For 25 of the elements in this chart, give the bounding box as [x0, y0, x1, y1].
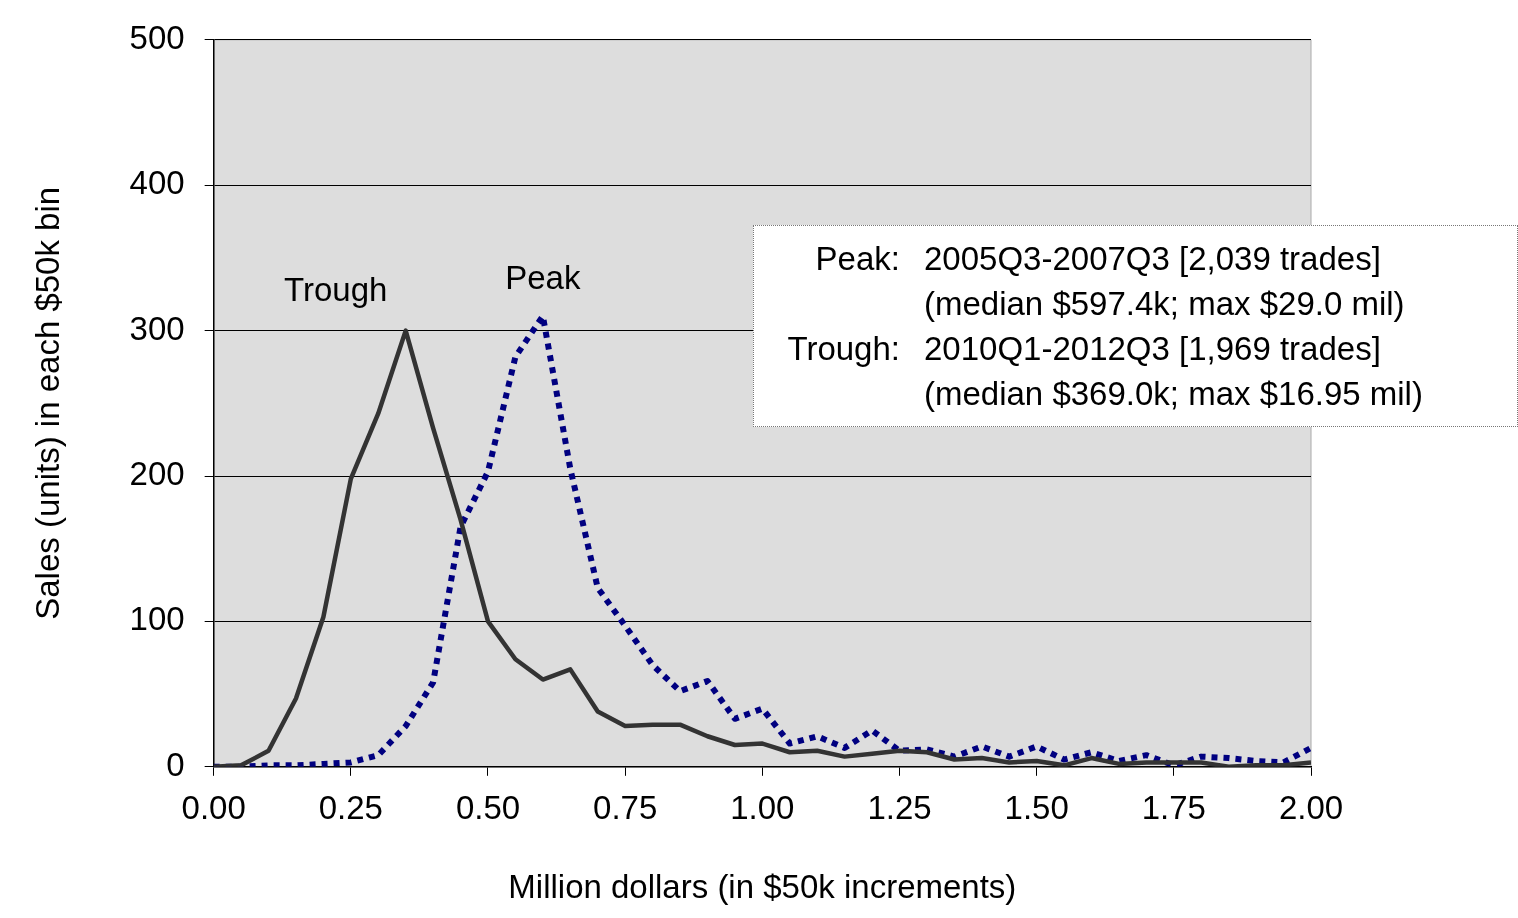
x-tick-label: 1.25 — [867, 788, 932, 826]
y-tick-label: 200 — [129, 455, 185, 493]
x-tick-label: 0.25 — [318, 788, 383, 826]
annotation: (median $369.0k; max $16.95 mil) — [924, 374, 1424, 414]
y-tick-label: 100 — [129, 600, 185, 638]
x-tick-label: 0.50 — [455, 788, 521, 826]
annotation: Trough: — [786, 329, 901, 369]
y-axis-title: Sales (units) in each $50k bin — [28, 186, 66, 620]
x-tick-label: 1.00 — [730, 788, 795, 826]
annotation: 2005Q3-2007Q3 [2,039 trades] — [924, 239, 1382, 279]
x-tick-label: 0.75 — [593, 788, 658, 826]
x-axis-title: Million dollars (in $50k increments) — [508, 868, 1017, 906]
annotation: Peak: — [814, 239, 901, 279]
series-label: Trough — [284, 271, 388, 309]
x-tick-label: 1.50 — [1004, 788, 1069, 826]
x-tick-label: 1.75 — [1141, 788, 1206, 826]
y-tick-label: 300 — [129, 309, 185, 347]
annotation: (median $597.4k; max $29.0 mil) — [924, 284, 1406, 324]
annotation: 2010Q1-2012Q3 [1,969 trades] — [924, 329, 1382, 369]
x-tick-label: 2.00 — [1278, 788, 1344, 826]
series-label: Peak — [505, 258, 581, 296]
y-tick-label: 500 — [129, 18, 185, 56]
y-tick-label: 400 — [129, 164, 185, 202]
x-tick-label: 0.00 — [181, 788, 246, 826]
y-tick-label: 0 — [166, 745, 185, 783]
